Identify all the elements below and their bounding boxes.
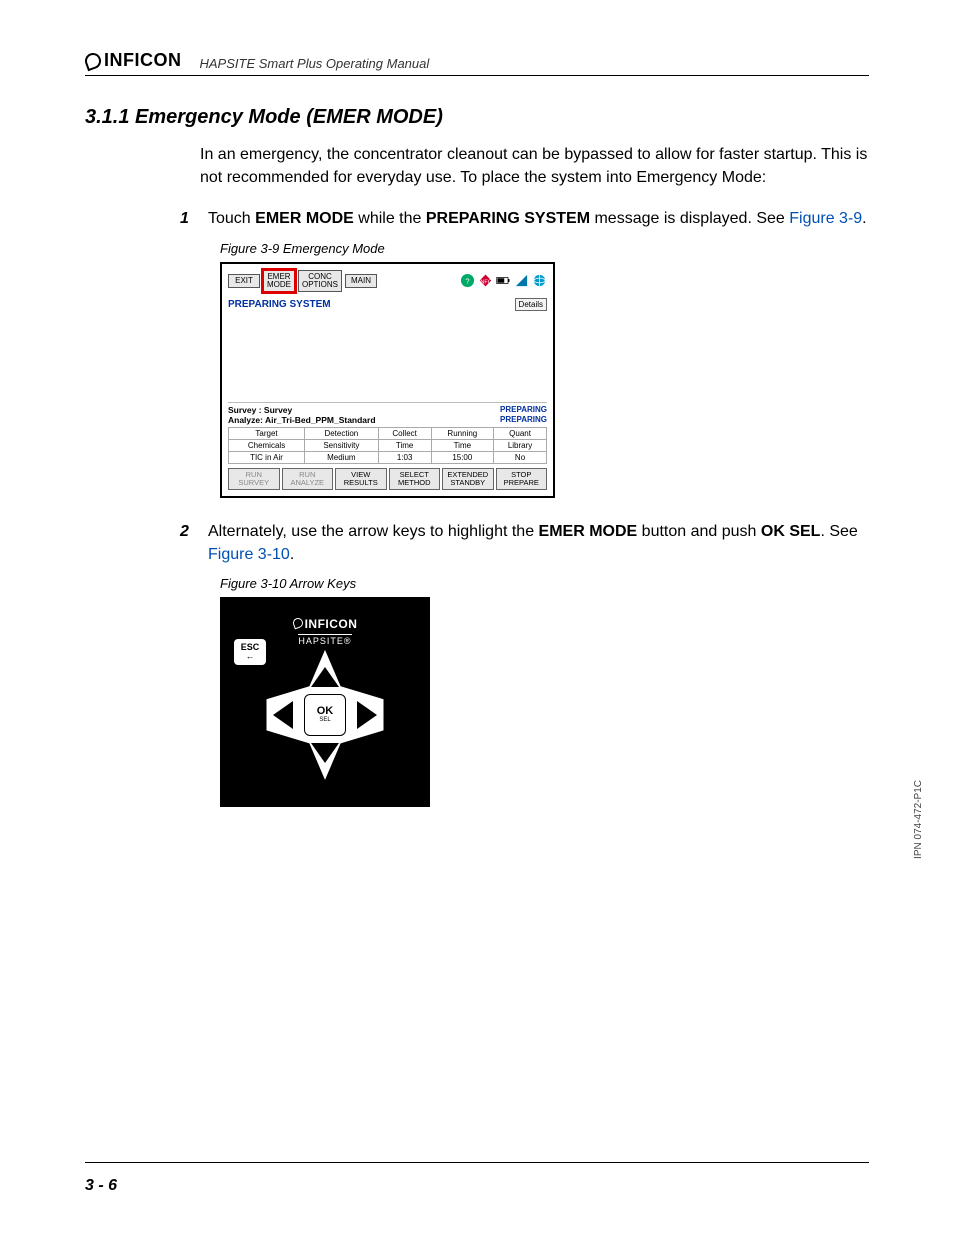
arrow-right-key[interactable] xyxy=(357,701,377,729)
arrow-left-key[interactable] xyxy=(273,701,293,729)
arrow-up-key[interactable] xyxy=(311,667,339,687)
ok-sel-key[interactable]: OK SEL xyxy=(304,694,346,736)
figure-3-9-screenshot: EXIT EMER MODE CONC OPTIONS MAIN ? INFO … xyxy=(220,262,555,499)
intro-paragraph: In an emergency, the concentrator cleano… xyxy=(200,143,869,189)
step-number: 2 xyxy=(180,520,198,566)
step-1: 1 Touch EMER MODE while the PREPARING SY… xyxy=(180,207,869,230)
preparing-tag-1: PREPARING xyxy=(500,405,547,415)
svg-text:?: ? xyxy=(465,277,469,286)
exit-button[interactable]: EXIT xyxy=(228,274,260,288)
page-header: INFICON HAPSITE Smart Plus Operating Man… xyxy=(85,50,869,76)
figure-3-9-link[interactable]: Figure 3-9 xyxy=(789,210,862,227)
ss1-status-table: Target Detection Collect Running Quant C… xyxy=(228,427,547,464)
preparing-tag-2: PREPARING xyxy=(500,415,547,425)
figure-3-9-caption: Figure 3-9 Emergency Mode xyxy=(220,241,869,256)
svg-text:INFO: INFO xyxy=(479,280,493,286)
battery-icon xyxy=(496,273,511,288)
figure-3-10-screenshot: ESC ← INFICON HAPSITE® OK SEL xyxy=(220,597,430,807)
run-analyze-button[interactable]: RUNANALYZE xyxy=(282,468,334,490)
survey-label: Survey : Survey xyxy=(228,405,292,415)
manual-title: HAPSITE Smart Plus Operating Manual xyxy=(200,56,430,71)
signal-icon xyxy=(514,273,529,288)
ss1-info-block: Survey : Survey PREPARING Analyze: Air_T… xyxy=(222,403,553,427)
select-method-button[interactable]: SELECTMETHOD xyxy=(389,468,441,490)
step-2-body: Alternately, use the arrow keys to highl… xyxy=(208,520,869,566)
device-brand: INFICON HAPSITE® xyxy=(222,617,428,649)
figure-3-10-caption: Figure 3-10 Arrow Keys xyxy=(220,576,869,591)
ss1-toolbar: EXIT EMER MODE CONC OPTIONS MAIN ? INFO xyxy=(222,264,553,297)
section-heading: 3.1.1 Emergency Mode (EMER MODE) xyxy=(85,106,869,129)
status-icons: ? INFO xyxy=(460,273,547,288)
main-button[interactable]: MAIN xyxy=(345,274,377,288)
ss1-bottom-bar: RUNSURVEY RUNANALYZE VIEWRESULTS SELECTM… xyxy=(222,464,553,496)
ipn-code: IPN 074-472-P1C xyxy=(913,780,924,859)
arrow-down-key[interactable] xyxy=(311,743,339,763)
run-survey-button[interactable]: RUNSURVEY xyxy=(228,468,280,490)
ss1-blank-area xyxy=(228,313,547,403)
view-results-button[interactable]: VIEWRESULTS xyxy=(335,468,387,490)
help-icon: ? xyxy=(460,273,475,288)
details-button[interactable]: Details xyxy=(515,298,547,311)
footer-rule xyxy=(85,1162,869,1163)
analyze-label: Analyze: Air_Tri-Bed_PPM_Standard xyxy=(228,415,376,425)
step-number: 1 xyxy=(180,207,198,230)
preparing-system-label: PREPARING SYSTEM xyxy=(228,299,331,310)
esc-arrow-icon: ← xyxy=(246,652,255,661)
conc-options-button[interactable]: CONC OPTIONS xyxy=(298,270,342,293)
globe-icon xyxy=(532,273,547,288)
logo-swirl-icon xyxy=(83,50,104,71)
info-icon: INFO xyxy=(478,273,493,288)
step-2: 2 Alternately, use the arrow keys to hig… xyxy=(180,520,869,566)
emer-mode-button[interactable]: EMER MODE xyxy=(263,270,295,293)
stop-prepare-button[interactable]: STOPPREPARE xyxy=(496,468,548,490)
logo-swirl-icon xyxy=(291,617,304,630)
brand-text: INFICON xyxy=(104,50,182,71)
step-1-body: Touch EMER MODE while the PREPARING SYST… xyxy=(208,207,869,230)
brand-logo: INFICON xyxy=(85,50,182,71)
figure-3-10-link[interactable]: Figure 3-10 xyxy=(208,546,290,563)
extended-standby-button[interactable]: EXTENDEDSTANDBY xyxy=(442,468,494,490)
page-number: 3 - 6 xyxy=(85,1177,117,1195)
